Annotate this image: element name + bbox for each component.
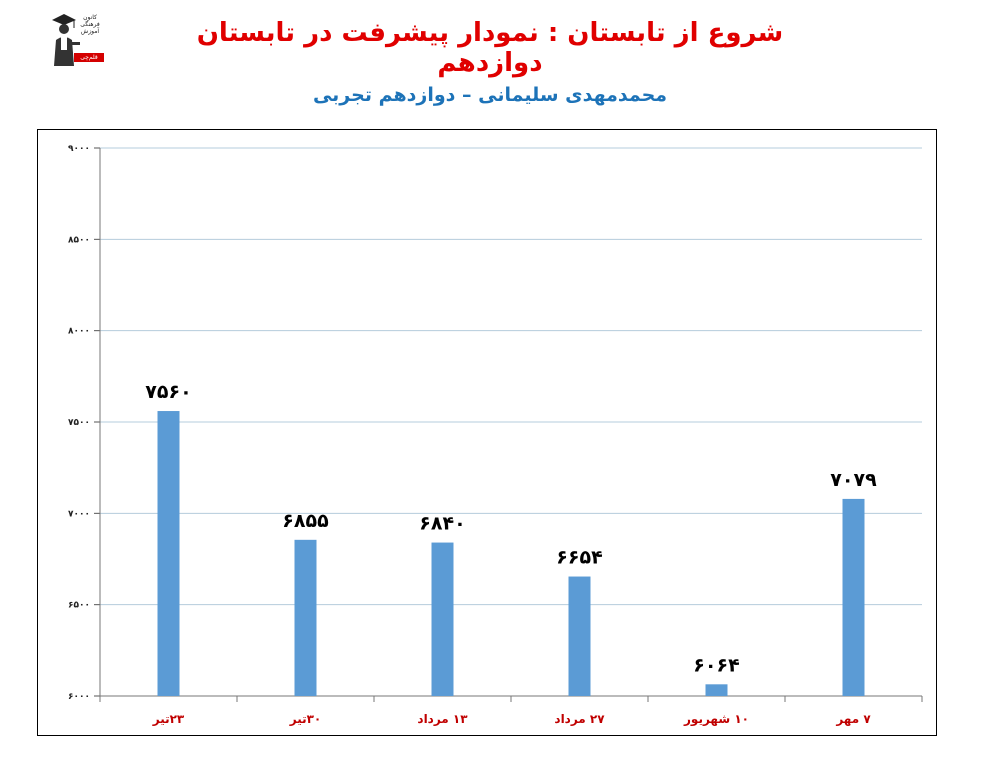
- brand-logo: [50, 8, 104, 68]
- category-label: ۱۰ شهریور: [683, 712, 749, 727]
- category-label: ۲۳تیر: [152, 712, 185, 726]
- category-labels: ۲۳تیر ۳۰تیر ۱۳ مرداد ۲۷ مرداد ۱۰ شهریور ۷ مهر: [152, 712, 872, 727]
- bar: [705, 684, 728, 696]
- category-label: ۲۷ مرداد: [554, 712, 605, 726]
- y-tick-label: ۸۰۰۰: [68, 327, 90, 337]
- y-tick-label: ۹۰۰۰: [68, 144, 90, 154]
- y-axis-ticks: ۶۰۰۰ ۶۵۰۰ ۷۰۰۰ ۷۵۰۰ ۸۰۰۰ ۸۵۰۰ ۹۰۰۰: [68, 144, 923, 702]
- data-label: ۷۵۶۰: [145, 381, 191, 403]
- category-label: ۳۰تیر: [289, 712, 322, 726]
- data-label: ۶۰۶۴: [693, 654, 739, 676]
- y-tick-label: ۷۰۰۰: [68, 509, 90, 519]
- logo-text: کانون فرهنگی آموزش: [76, 14, 104, 35]
- category-label: ۱۳ مرداد: [417, 712, 468, 726]
- graduate-icon: [52, 14, 80, 66]
- logo-line: آموزش: [80, 28, 100, 35]
- bars: [157, 411, 865, 696]
- y-tick-label: ۶۵۰۰: [68, 601, 90, 611]
- bar: [431, 542, 454, 696]
- category-label: ۷ مهر: [835, 712, 871, 726]
- data-labels: ۷۵۶۰ ۶۸۵۵ ۶۸۴۰ ۶۶۵۴ ۶۰۶۴ ۷۰۷۹: [145, 381, 877, 676]
- data-label: ۷۰۷۹: [830, 469, 877, 491]
- y-tick-label: ۶۰۰۰: [68, 692, 90, 702]
- chart-subtitle: محمدمهدی سلیمانی – دوازدهم تجربی: [312, 84, 668, 106]
- chart-frame: [37, 129, 937, 736]
- data-label: ۶۶۵۴: [556, 547, 602, 569]
- y-tick-label: ۷۵۰۰: [68, 418, 90, 428]
- logo-line: کانون: [83, 14, 97, 21]
- logo-badge: قلم‌چی: [74, 53, 104, 62]
- bar: [157, 411, 180, 696]
- data-label: ۶۸۴۰: [419, 513, 465, 535]
- data-label: ۶۸۵۵: [282, 510, 329, 532]
- bar: [568, 576, 591, 696]
- gridlines: [100, 147, 922, 697]
- chart-title: شروع از تابستان : نمودار پیشرفت در تابست…: [196, 18, 784, 78]
- bar: [842, 498, 865, 696]
- logo-line: فرهنگی: [80, 21, 100, 28]
- y-tick-label: ۸۵۰۰: [68, 235, 90, 245]
- bar: [294, 539, 317, 696]
